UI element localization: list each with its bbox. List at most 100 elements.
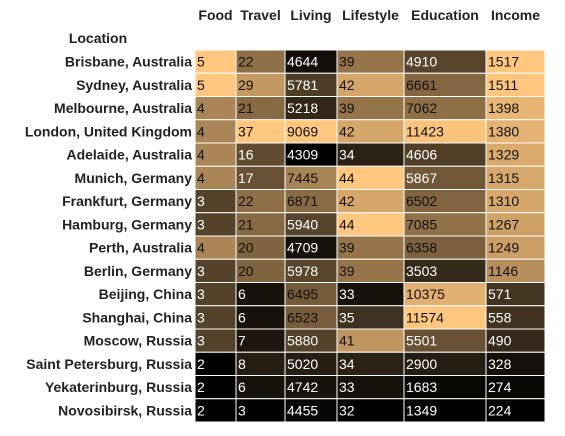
column-headers: Food Travel Living Lifestyle Education Income — [198, 7, 540, 23]
column-header-food: Food — [198, 7, 232, 23]
cell-value-label: 16 — [238, 147, 254, 163]
row-header: Beijing, China — [99, 286, 193, 302]
row-header: Adelaide, Australia — [66, 147, 192, 163]
cell-value-label: 1398 — [488, 100, 519, 116]
cell-value-label: 3 — [238, 402, 246, 418]
cell-value-label: 3 — [197, 309, 205, 325]
cell-value-label: 5218 — [287, 100, 318, 116]
cell-value-label: 3 — [197, 193, 205, 209]
row-header: Perth, Australia — [89, 240, 192, 256]
cell-value-label: 1511 — [488, 77, 518, 93]
cell-value-label: 7062 — [406, 100, 437, 116]
cell-value-label: 1267 — [488, 216, 519, 232]
cell-value-label: 4 — [197, 240, 205, 256]
cell-value-label: 42 — [339, 77, 355, 93]
cell-value-label: 5781 — [287, 77, 318, 93]
cell-value-label: 4 — [197, 170, 205, 186]
row-header: Hamburg, Germany — [62, 216, 192, 232]
cell-value-label: 4455 — [287, 402, 318, 418]
cell-value-label: 39 — [339, 240, 355, 256]
cell-value-label: 4 — [197, 123, 205, 139]
cell-value-label: 6502 — [406, 193, 437, 209]
column-header-living: Living — [290, 7, 331, 23]
cell-value-label: 44 — [339, 170, 355, 186]
cell-value-label: 2 — [197, 379, 205, 395]
cell-value-label: 4910 — [406, 54, 437, 70]
cell-value-label: 9069 — [287, 123, 318, 139]
cell-value-label: 4644 — [287, 54, 318, 70]
cell-value-label: 1380 — [488, 123, 519, 139]
cell-value-label: 34 — [339, 356, 355, 372]
cell-value-label: 5 — [197, 54, 205, 70]
column-header-education: Education — [411, 7, 479, 23]
index-name-label: Location — [69, 30, 127, 46]
cell-value-label: 44 — [339, 216, 355, 232]
cell-value-label: 3 — [197, 333, 205, 349]
cell-value-label: 4606 — [406, 147, 437, 163]
cell-value-label: 7445 — [287, 170, 318, 186]
cell-value-label: 328 — [488, 356, 512, 372]
cell-value-label: 5020 — [287, 356, 318, 372]
cell-value-label: 2 — [197, 356, 205, 372]
cell-value-label: 29 — [238, 77, 254, 93]
cell-value-label: 5501 — [406, 333, 437, 349]
row-header: Melbourne, Australia — [54, 100, 192, 116]
cell-value-label: 34 — [339, 147, 355, 163]
cell-value-label: 1315 — [488, 170, 519, 186]
row-header: Saint Petersburg, Russia — [26, 356, 192, 372]
row-header: Brisbane, Australia — [65, 54, 192, 70]
cell-value-label: 21 — [238, 100, 254, 116]
cell-value-label: 4742 — [287, 379, 318, 395]
cell-value-label: 6 — [238, 286, 246, 302]
cell-value-label: 1683 — [406, 379, 437, 395]
cell-value-label: 35 — [339, 309, 355, 325]
cell-value-label: 4709 — [287, 240, 318, 256]
cell-value-label: 1249 — [488, 240, 519, 256]
cell-value-label: 4 — [197, 100, 205, 116]
cell-value-label: 37 — [238, 123, 254, 139]
cell-value-label: 5867 — [406, 170, 437, 186]
cell-value-label: 224 — [488, 402, 512, 418]
cell-value-label: 20 — [238, 263, 254, 279]
row-headers: Brisbane, Australia Sydney, Australia Melb… — [25, 54, 192, 419]
cell-value-label: 11423 — [406, 123, 444, 139]
cell-value-label: 33 — [339, 379, 355, 395]
cell-value-label: 2900 — [406, 356, 437, 372]
cell-value-label: 39 — [339, 263, 355, 279]
cell-value-label: 10375 — [406, 286, 445, 302]
row-header: Frankfurt, Germany — [62, 193, 192, 209]
cell-value-label: 1349 — [406, 402, 437, 418]
column-header-lifestyle: Lifestyle — [342, 7, 399, 23]
cell-value-label: 558 — [488, 309, 512, 325]
heatmap-cell — [485, 398, 546, 423]
cell-value-label: 6358 — [406, 240, 437, 256]
cell-value-label: 20 — [238, 240, 254, 256]
cell-value-label: 39 — [339, 100, 355, 116]
cell-value-label: 3 — [197, 286, 205, 302]
cell-value-label: 571 — [488, 286, 512, 302]
cell-value-label: 42 — [339, 123, 355, 139]
cell-value-label: 1310 — [488, 193, 519, 209]
cell-value-label: 274 — [488, 379, 512, 395]
cell-value-label: 7 — [238, 333, 246, 349]
row-header: Novosibirsk, Russia — [58, 402, 192, 418]
cell-value-label: 1329 — [488, 147, 519, 163]
row-header: London, United Kingdom — [25, 123, 192, 139]
row-header: Moscow, Russia — [84, 333, 193, 349]
cell-value-label: 6871 — [287, 193, 318, 209]
row-header: Yekaterinburg, Russia — [45, 379, 192, 395]
row-header: Munich, Germany — [75, 170, 193, 186]
cell-value-label: 6 — [238, 309, 246, 325]
cell-value-label: 39 — [339, 54, 355, 70]
cell-value-label: 4 — [197, 147, 205, 163]
cell-value-label: 17 — [238, 170, 254, 186]
cell-value-label: 41 — [339, 333, 355, 349]
cell-value-label: 32 — [339, 402, 355, 418]
cell-value-label: 5940 — [287, 216, 318, 232]
cell-value-label: 22 — [238, 193, 254, 209]
cell-value-label: 6 — [238, 379, 246, 395]
cell-value-label: 22 — [238, 54, 254, 70]
cell-value-label: 490 — [488, 333, 512, 349]
row-header: Berlin, Germany — [84, 263, 192, 279]
